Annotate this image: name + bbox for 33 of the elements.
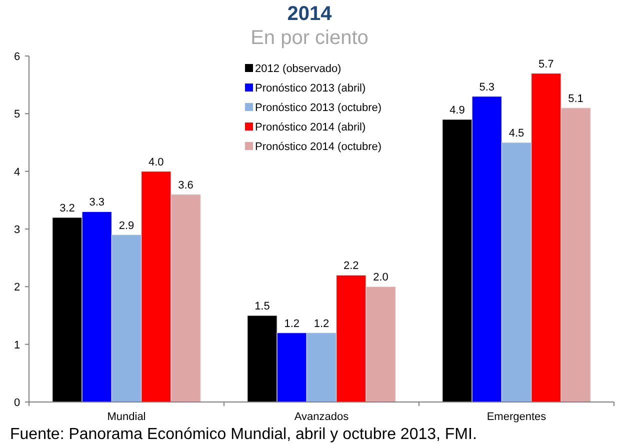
legend-label: Pronóstico 2013 (abril) bbox=[255, 82, 366, 94]
data-label: 3.3 bbox=[89, 196, 105, 209]
x-tick-label: Avanzados bbox=[294, 411, 350, 423]
data-label: 3.2 bbox=[60, 202, 75, 214]
legend-label: 2012 (observado) bbox=[255, 63, 342, 75]
y-tick-label: 3 bbox=[14, 224, 20, 236]
data-label: 2.2 bbox=[343, 260, 359, 272]
chart-subtitle: En por ciento bbox=[250, 27, 368, 49]
data-label: 3.6 bbox=[178, 179, 194, 192]
y-tick-label: 5 bbox=[14, 108, 20, 121]
data-label: 2.0 bbox=[373, 272, 388, 284]
y-tick-label: 6 bbox=[14, 51, 20, 63]
data-label: 5.3 bbox=[479, 81, 495, 94]
data-label: 5.7 bbox=[538, 58, 554, 70]
y-tick-label: 2 bbox=[14, 282, 20, 294]
data-label: 5.1 bbox=[568, 92, 584, 105]
y-tick-label: 1 bbox=[14, 339, 20, 352]
data-label: 4.9 bbox=[450, 104, 465, 116]
chart-title: 2014 bbox=[287, 3, 333, 25]
source-note: Fuente: Panorama Económico Mundial, abril y octubre 2013, FMI. bbox=[10, 426, 477, 443]
y-tick-label: 4 bbox=[14, 166, 20, 178]
x-tick-label: Mundial bbox=[107, 411, 146, 423]
legend-label: Pronóstico 2014 (abril) bbox=[255, 122, 366, 134]
data-label: 4.5 bbox=[508, 128, 524, 140]
x-tick-label: Emergentes bbox=[486, 411, 547, 423]
legend-label: Pronóstico 2014 (octubre) bbox=[255, 141, 382, 153]
data-label: 1.2 bbox=[314, 318, 330, 330]
legend-label: Pronóstico 2013 (octubre) bbox=[255, 102, 382, 114]
data-label: 2.9 bbox=[118, 220, 134, 232]
data-label: 1.5 bbox=[254, 300, 270, 312]
y-tick-label: 0 bbox=[14, 397, 20, 409]
data-label: 1.2 bbox=[284, 318, 300, 330]
data-label: 4.0 bbox=[148, 156, 164, 168]
